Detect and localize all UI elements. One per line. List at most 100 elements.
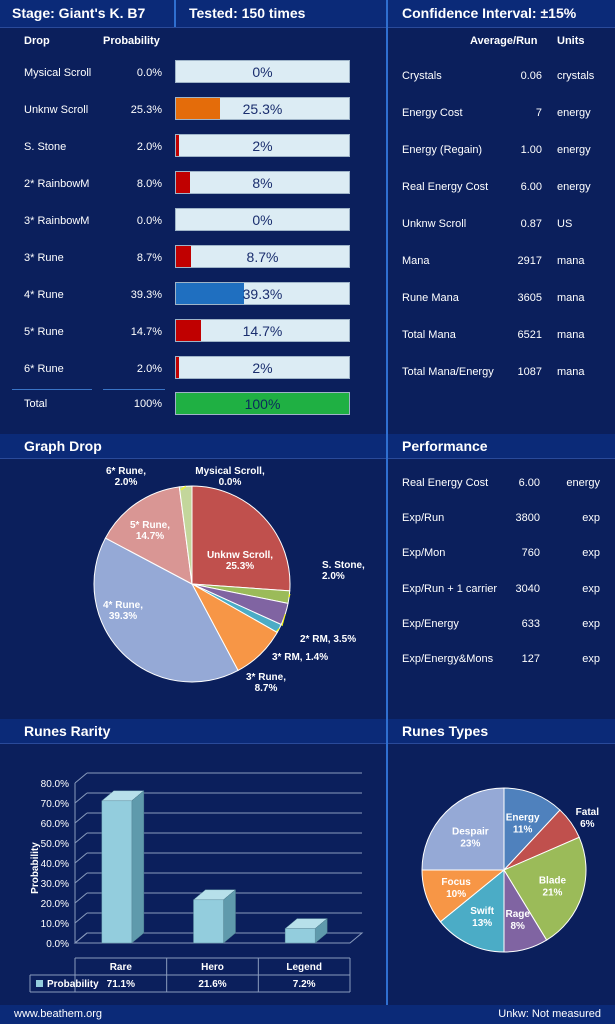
drop-bar-label: 0% (252, 212, 273, 228)
avg-value: 1.00 (520, 144, 542, 156)
drop-name: S. Stone (24, 141, 67, 153)
legend-label: Probability (47, 979, 99, 990)
drop-name: 3* RainbowM (24, 215, 90, 227)
y-tick-label: 80.0% (41, 779, 69, 790)
total-bar-fill (176, 393, 349, 414)
total-prob: 100% (133, 398, 162, 410)
drop-name: Mysical Scroll (24, 67, 92, 79)
pie-slice-label-line: 25.3% (226, 561, 254, 572)
drop-prob: 39.3% (130, 289, 162, 301)
perf-name: Exp/Run + 1 carrier (402, 582, 498, 595)
bar-value-label: 7.2% (293, 979, 316, 990)
pie-slice (439, 868, 505, 953)
x-tick-label: Rare (110, 962, 133, 973)
avg-name: Total Mana/Energy (402, 366, 494, 378)
units-column-header: Units (557, 35, 585, 47)
bar (284, 928, 316, 944)
drop-bar: 8% (175, 171, 350, 194)
footer: www.beathem.org Unkw: Not measured (0, 1005, 615, 1024)
pie-slice-name: Energy (506, 813, 540, 824)
pie-slice-name: Fatal (576, 807, 600, 818)
avg-unit: energy (557, 181, 591, 193)
perf-name: Exp/Mon (402, 547, 446, 560)
avg-name: Energy (Regain) (402, 144, 483, 156)
avg-unit: mana (557, 255, 585, 267)
avg-value: 2917 (517, 255, 542, 267)
leader-line (288, 593, 291, 598)
drop-bar-fill (176, 357, 180, 378)
y-tick-label: 50.0% (41, 839, 69, 850)
drop-prob: 8.0% (136, 178, 162, 190)
avg-name: Total Mana (402, 329, 456, 341)
avg-unit: mana (557, 366, 585, 378)
drop-bar-label: 8.7% (246, 249, 279, 265)
pie-slice-label-line: 3* RM, 1.4% (272, 652, 328, 663)
chart-floor (73, 932, 364, 944)
total-label: Total (24, 398, 48, 410)
average-column-header: Average/Run (470, 35, 538, 47)
perf-name: Exp/Energy (402, 617, 459, 630)
drop-bar: 14.7% (175, 319, 350, 342)
drop-prob: 0.0% (136, 215, 162, 227)
avg-name: Mana (402, 255, 430, 267)
drop-name: 5* Rune (24, 326, 64, 338)
perf-value: 760 (521, 547, 540, 560)
drop-bar: 0% (175, 208, 350, 231)
perf-value: 633 (521, 617, 540, 630)
perf-unit: energy (566, 477, 600, 489)
drop-prob: 2.0% (136, 141, 162, 153)
drop-bar-label: 2% (252, 138, 273, 154)
grid-line (74, 772, 88, 784)
y-axis-label: Probability (30, 842, 41, 894)
drop-name: 4* Rune (24, 289, 64, 301)
bar (193, 899, 224, 944)
drop-bar-fill (176, 98, 220, 119)
pie-slice (421, 787, 505, 871)
pie-slice-label-line: Unknw Scroll, (207, 550, 273, 561)
performance-header: Performance (388, 434, 615, 459)
pie-slice-label-line: 8.7% (255, 683, 278, 694)
pie-slice-label: 2* RM, 3.5% (300, 634, 356, 645)
pie-slice-pct: 11% (513, 825, 533, 836)
pie-slice-name: Blade (539, 875, 567, 886)
grid-line (74, 912, 88, 924)
divider (174, 0, 176, 27)
y-tick-label: 0.0% (46, 939, 69, 950)
avg-value: 7 (535, 107, 542, 119)
pie-slice-label-line: 14.7% (136, 531, 164, 542)
y-tick-label: 10.0% (41, 919, 69, 930)
runes-rarity-header: Runes Rarity (0, 719, 386, 744)
pie-slice-label: Unknw Scroll, 25.3% (207, 550, 273, 572)
pie-slice-pct: 8% (510, 921, 525, 932)
leader-line (180, 485, 186, 491)
perf-value: 3040 (515, 582, 540, 595)
avg-unit: crystals (557, 70, 595, 82)
pie-slice-label-line: 6* Rune, (106, 466, 146, 477)
bar (101, 800, 133, 944)
pie-slice-label-line: 2.0% (115, 477, 138, 488)
avg-value: 0.06 (520, 70, 542, 82)
pie-slice-label: Blade 21% (539, 875, 567, 898)
drop-bar: 0% (175, 60, 350, 83)
leader-line (281, 614, 286, 627)
total-separator (103, 389, 165, 390)
drop-bar-fill (176, 135, 180, 156)
total-bar: 100% (175, 392, 350, 415)
perf-unit: exp (582, 547, 600, 560)
y-tick-label: 40.0% (41, 859, 69, 870)
y-tick-label: 30.0% (41, 879, 69, 890)
pie-slice-label: 3* RM, 1.4% (272, 652, 328, 663)
pie-slice-name: Swift (470, 906, 495, 917)
pie-slice (503, 787, 561, 872)
perf-name: Exp/Energy&Mons (402, 653, 494, 665)
pie-slice-label-line: 4* Rune, (103, 600, 143, 611)
pie-slice-label-line: S. Stone, (322, 560, 365, 571)
pie-slice-label: 5* Rune, 14.7% (130, 520, 170, 542)
drop-bar-label: 0% (252, 64, 273, 80)
avg-unit: energy (557, 144, 591, 156)
pie-slice-label: Energy 11% (506, 813, 540, 836)
footer-note: Unkw: Not measured (498, 1008, 601, 1020)
pie-slice-label: S. Stone, 2.0% (322, 560, 365, 582)
grid-line (74, 852, 88, 864)
pie-slice-label-line: Mysical Scroll, (195, 466, 265, 477)
